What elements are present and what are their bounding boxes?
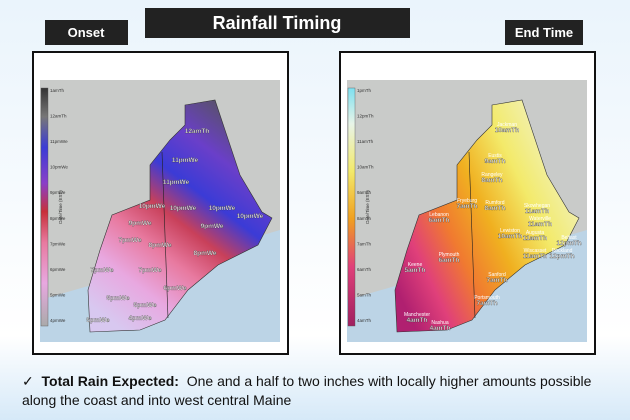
town-name: Rumford — [485, 200, 504, 206]
rain-region — [394, 99, 580, 333]
end-label: End Time — [515, 25, 573, 40]
end-time: 12pmTh — [550, 253, 575, 260]
town-name: Plymouth — [439, 252, 460, 258]
onset-time: 4pmWe — [129, 315, 152, 322]
end-time: 11amTh — [523, 235, 547, 242]
town-name: Skowhegan — [524, 203, 550, 209]
end-time: 7amTh — [477, 300, 498, 307]
colorbar-label: 1amTh — [50, 88, 65, 93]
colorbar-label: 7pmWe — [50, 241, 66, 246]
town-name: Portsmouth — [474, 295, 500, 301]
colorbar-label: 7amTh — [357, 241, 372, 246]
town-name: Rockland — [552, 248, 573, 254]
onset-time: 12amTh — [185, 128, 210, 135]
end-time: 6amTh — [429, 217, 450, 224]
onset-time: 11pmWe — [163, 179, 190, 186]
colorbar-label: 10pmWe — [50, 165, 68, 170]
title: Rainfall Timing — [213, 13, 342, 33]
colorbar-label: 11amTh — [357, 139, 374, 144]
town-name: Rangeley — [481, 172, 503, 178]
onset-time: 9pmWe — [129, 220, 152, 227]
summary: ✓ Total Rain Expected: One and a half to… — [22, 373, 592, 408]
end-time: 6amTh — [439, 257, 460, 264]
rain-region — [87, 99, 273, 333]
town-name: Belfast — [561, 235, 577, 241]
onset-time: 11pmWe — [172, 157, 199, 164]
town-name: Manchester — [404, 312, 430, 318]
onset-time: 5pmWe — [87, 317, 110, 324]
town-name: Waterville — [529, 216, 551, 222]
end-time: 11amTh — [523, 253, 547, 260]
town-name: Sanford — [488, 272, 506, 278]
end-time: 7amTh — [487, 277, 508, 284]
onset-time: 10pmWe — [209, 205, 236, 212]
town-name: Wiscasset — [524, 248, 547, 254]
colorbar-label: 4amTh — [357, 318, 372, 323]
colorbar — [347, 87, 356, 327]
colorbar-label: 6amTh — [357, 267, 372, 272]
town-name: Nashua — [431, 320, 448, 326]
end-time: 9amTh — [485, 158, 506, 165]
summary-text: One and a half to two inches with locall… — [22, 373, 592, 408]
end-time: 8amTh — [482, 177, 503, 184]
end-time: 10amTh — [495, 127, 520, 134]
end-time: 11amTh — [528, 221, 552, 228]
town-name: Lewiston — [500, 228, 520, 234]
onset-time: 7pmWe — [91, 267, 114, 274]
end-box — [505, 20, 583, 45]
town-name: Fryeburg — [457, 198, 477, 204]
state-border — [161, 151, 169, 319]
onset-time: 5pmWe — [134, 302, 157, 309]
town-name: Keene — [408, 262, 423, 268]
onset-time: 6pmWe — [164, 285, 187, 292]
colorbar-label: 4pmWe — [50, 318, 66, 323]
end-time: 4amTh — [407, 317, 428, 324]
colorbar-label: 8amTh — [357, 216, 372, 221]
onset-time: 10pmWe — [170, 205, 197, 212]
onset-box — [45, 20, 128, 45]
colorbar-title: Date/Time (EST) — [58, 190, 63, 224]
end-time: 11amTh — [525, 208, 549, 215]
onset-label: Onset — [68, 25, 106, 40]
state-border — [468, 151, 476, 319]
colorbar-label: 12amTh — [50, 114, 67, 119]
onset-time: 7pmWe — [119, 237, 142, 244]
end-time: 10amTh — [498, 233, 523, 240]
town-name: Jackman — [497, 122, 517, 128]
colorbar-title: Date/Time (EST) — [365, 190, 370, 224]
colorbar-label: 9pmWe — [50, 190, 66, 195]
onset-time: 10pmWe — [139, 203, 166, 210]
onset-time: 8pmWe — [149, 242, 172, 249]
colorbar-label: 1pmTh — [357, 88, 372, 93]
colorbar-label: 8pmWe — [50, 216, 66, 221]
colorbar-label: 11pmWe — [50, 139, 68, 144]
colorbar-label: 6pmWe — [50, 267, 66, 272]
onset-time: 8pmWe — [194, 250, 217, 257]
town-name: Augusta — [526, 230, 545, 236]
onset-time: 5pmWe — [107, 295, 130, 302]
colorbar-label: 5pmWe — [50, 292, 66, 297]
end-time: 5amTh — [405, 267, 426, 274]
colorbar-label: 5amTh — [357, 292, 372, 297]
title-box — [145, 8, 410, 38]
town-name: Lebanon — [429, 212, 449, 218]
colorbar — [40, 87, 49, 327]
end-time: 12pmTh — [557, 240, 582, 247]
colorbar-label: 10amTh — [357, 165, 374, 170]
onset-time: 7pmWe — [139, 267, 162, 274]
colorbar-label: 9amTh — [357, 190, 372, 195]
end-time: 8amTh — [485, 205, 506, 212]
end-time: 7amTh — [457, 203, 478, 210]
colorbar-label: 12pmTh — [357, 114, 374, 119]
summary-bold: Total Rain Expected: — [41, 373, 179, 389]
end-time: 4amTh — [430, 325, 451, 332]
town-name: Eustis — [488, 153, 502, 159]
onset-time: 10pmWe — [237, 213, 264, 220]
onset-time: 9pmWe — [201, 223, 224, 230]
